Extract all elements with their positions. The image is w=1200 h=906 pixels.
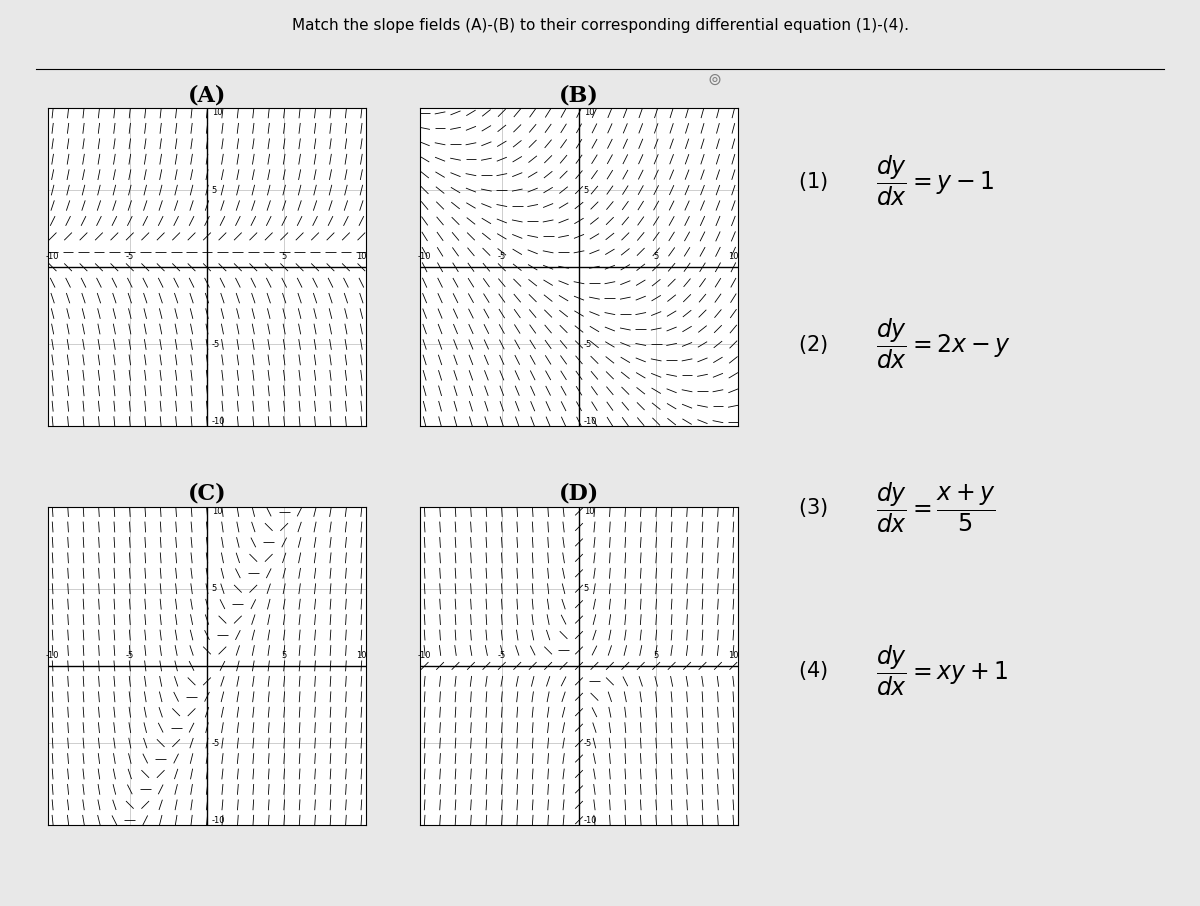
Text: 10: 10: [356, 252, 367, 261]
Text: 10: 10: [211, 109, 222, 118]
Text: Match the slope fields (A)-(B) to their corresponding differential equation (1)-: Match the slope fields (A)-(B) to their …: [292, 18, 908, 33]
Title: (C): (C): [187, 483, 227, 505]
Text: $\circledcirc$: $\circledcirc$: [707, 71, 721, 89]
Text: -5: -5: [126, 651, 134, 660]
Text: 5: 5: [282, 651, 287, 660]
Text: 5: 5: [211, 186, 217, 195]
Text: -10: -10: [211, 417, 226, 426]
Text: $(4)$: $(4)$: [798, 659, 828, 682]
Text: -10: -10: [583, 815, 598, 824]
Text: 10: 10: [728, 651, 739, 660]
Text: $\dfrac{dy}{dx} = y - 1$: $\dfrac{dy}{dx} = y - 1$: [876, 154, 995, 208]
Text: -5: -5: [126, 252, 134, 261]
Text: 5: 5: [211, 584, 217, 593]
Title: (A): (A): [188, 84, 226, 106]
Text: $(1)$: $(1)$: [798, 169, 828, 193]
Text: -10: -10: [46, 252, 59, 261]
Text: $(2)$: $(2)$: [798, 333, 828, 356]
Text: 10: 10: [583, 507, 594, 516]
Text: -10: -10: [418, 252, 431, 261]
Title: (D): (D): [559, 483, 599, 505]
Text: -5: -5: [498, 651, 506, 660]
Text: -10: -10: [46, 651, 59, 660]
Text: 5: 5: [654, 252, 659, 261]
Text: -10: -10: [211, 815, 226, 824]
Text: 10: 10: [211, 507, 222, 516]
Text: -5: -5: [211, 738, 220, 747]
Text: 10: 10: [728, 252, 739, 261]
Text: 5: 5: [583, 584, 589, 593]
Text: -5: -5: [583, 340, 592, 349]
Text: -5: -5: [498, 252, 506, 261]
Text: 5: 5: [654, 651, 659, 660]
Text: 10: 10: [583, 109, 594, 118]
Text: $\dfrac{dy}{dx} = 2x - y$: $\dfrac{dy}{dx} = 2x - y$: [876, 317, 1012, 371]
Text: -10: -10: [583, 417, 598, 426]
Text: 5: 5: [583, 186, 589, 195]
Text: $\dfrac{dy}{dx} = \dfrac{x+y}{5}$: $\dfrac{dy}{dx} = \dfrac{x+y}{5}$: [876, 480, 996, 535]
Text: -5: -5: [211, 340, 220, 349]
Title: (B): (B): [559, 84, 599, 106]
Text: -10: -10: [418, 651, 431, 660]
Text: 5: 5: [282, 252, 287, 261]
Text: $(3)$: $(3)$: [798, 496, 828, 519]
Text: -5: -5: [583, 738, 592, 747]
Text: $\dfrac{dy}{dx} = xy + 1$: $\dfrac{dy}{dx} = xy + 1$: [876, 643, 1009, 698]
Text: 10: 10: [356, 651, 367, 660]
